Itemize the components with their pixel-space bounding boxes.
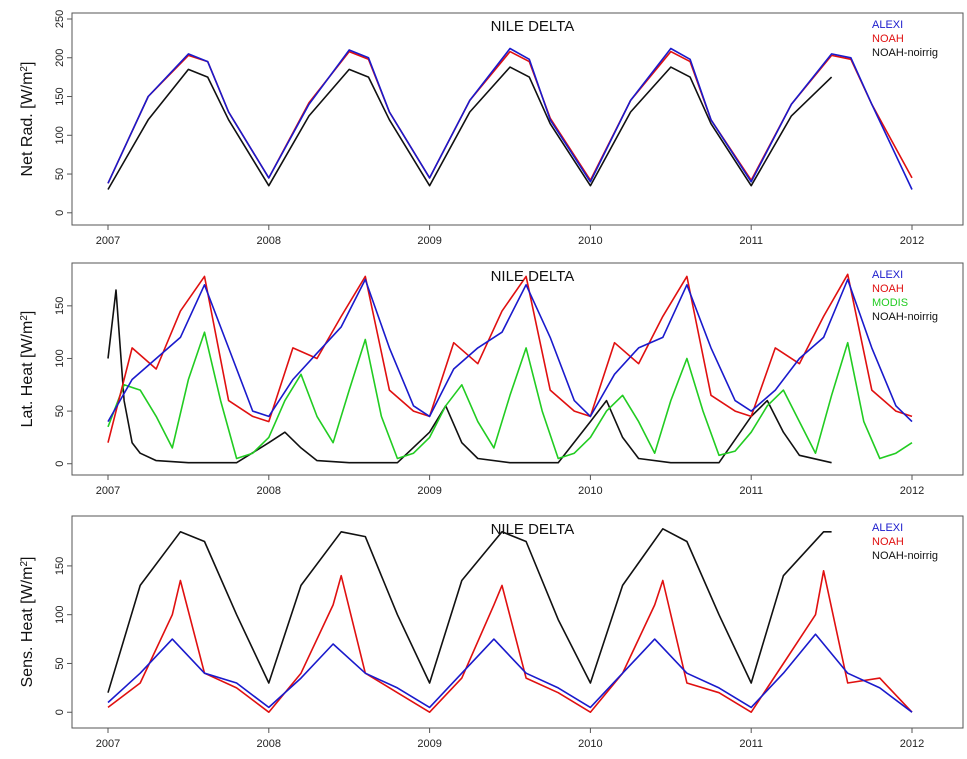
x-tick-label: 2011 [739,235,763,247]
y-axis-label-sup: 2 [19,66,30,72]
series-line-modis [107,331,913,460]
series-group [107,527,913,714]
legend-entry: NOAH [872,33,904,45]
x-tick-label: 2010 [578,485,602,497]
y-axis-label: Net Rad. [W/m2] [19,62,37,177]
series-group [107,47,913,190]
y-tick-label: 0 [54,210,66,216]
y-axis-label-text: Lat. Heat [W/m [19,321,36,428]
y-axis-label-text: Sens. Heat [W/m [19,567,36,688]
y-axis-label-close: ] [19,557,36,561]
legend-entry: MODIS [872,297,908,309]
legend-entry: NOAH-noirrig [872,47,938,59]
x-tick-label: 2009 [417,485,441,497]
legend-entry: NOAH [872,283,904,295]
y-tick-label: 150 [54,87,66,105]
y-tick-label: 100 [54,349,66,367]
series-line-noah [107,569,913,714]
y-axis-label: Lat. Heat [W/m2] [19,311,37,428]
y-tick-label: 50 [54,168,66,180]
y-axis-label-sup: 2 [19,561,30,567]
x-tick-label: 2008 [257,738,281,750]
series-line-alexi [107,278,913,423]
y-tick-label: 150 [54,557,66,575]
panel-title: NILE DELTA [491,268,575,285]
series-line-noah-noirrig [107,527,832,693]
x-tick-label: 2011 [739,485,763,497]
y-axis-label-text: Net Rad. [W/m [19,72,36,177]
x-tick-label: 2007 [96,485,120,497]
series-line-alexi [107,47,913,190]
panel-3: 2007 2008 2009 2010 2011 2012 0 50 100 150 Sens. H… [19,515,964,750]
y-axis-label: Sens. Heat [W/m2] [19,557,37,688]
y-tick-label: 50 [54,405,66,417]
legend-entry: ALEXI [872,522,903,534]
legend-entry: NOAH [872,536,904,548]
y-tick-label: 0 [54,461,66,467]
y-axis-label-close: ] [19,311,36,315]
series-line-noah-noirrig [107,66,833,190]
legend-entry: ALEXI [872,19,903,31]
series-group [107,273,913,464]
y-tick-label: 150 [54,297,66,315]
panel-title: NILE DELTA [491,521,575,538]
x-tick-label: 2008 [257,485,281,497]
y-axis-label-close: ] [19,62,36,66]
panel-2: 2007 2008 2009 2010 2011 2012 0 50 100 150 Lat. He… [19,262,964,497]
x-tick-label: 2012 [900,485,924,497]
y-tick-label: 250 [54,10,66,28]
panel-title: NILE DELTA [491,18,575,35]
legend-entry: NOAH-noirrig [872,311,938,323]
x-tick-label: 2007 [96,738,120,750]
x-tick-label: 2010 [578,738,602,750]
x-tick-label: 2009 [417,235,441,247]
y-tick-label: 0 [54,709,66,715]
x-tick-label: 2012 [900,235,924,247]
series-line-noah [107,273,913,443]
legend-entry: ALEXI [872,269,903,281]
y-tick-label: 100 [54,126,66,144]
plot-frame [71,12,964,226]
y-tick-label: 200 [54,49,66,67]
y-axis-label-sup: 2 [19,315,30,321]
y-tick-label: 50 [54,657,66,669]
x-tick-label: 2007 [96,235,120,247]
panel-1: 2007 2008 2009 2010 2011 2012 0 50 100 150 200 250 N… [19,10,964,247]
legend-entry: NOAH-noirrig [872,550,938,562]
plot-frame [71,515,964,729]
x-tick-label: 2010 [578,235,602,247]
x-tick-label: 2008 [257,235,281,247]
series-line-alexi [107,633,913,713]
x-tick-label: 2012 [900,738,924,750]
y-tick-label: 100 [54,606,66,624]
x-tick-label: 2009 [417,738,441,750]
x-tick-label: 2011 [739,738,763,750]
plot-frame [71,262,964,476]
